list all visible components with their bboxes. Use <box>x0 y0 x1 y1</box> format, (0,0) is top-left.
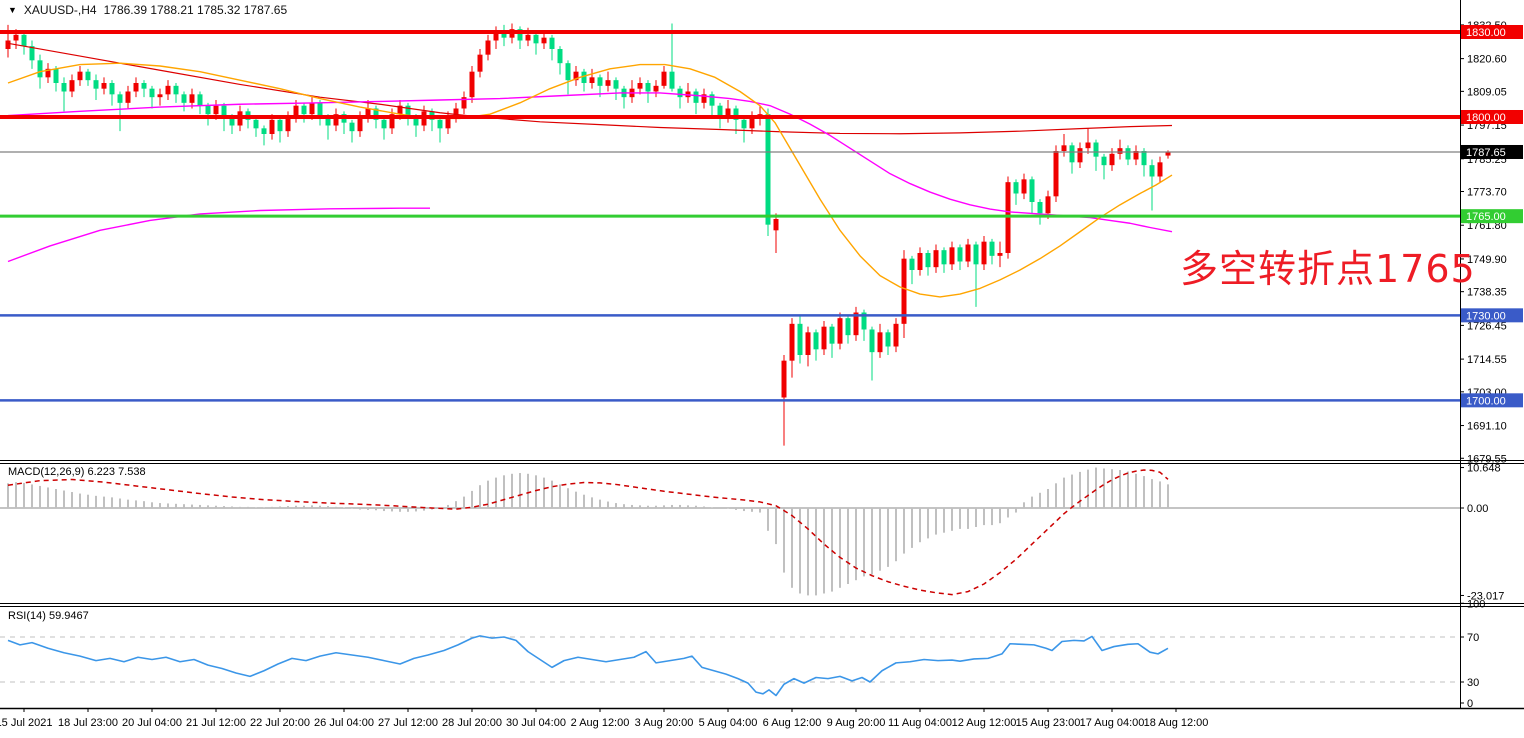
time-tick-label: 22 Jul 20:00 <box>250 717 310 729</box>
macd-tick-label: 10.648 <box>1467 463 1501 475</box>
price-axis[interactable]: 1832.501820.601809.051797.151785.251773.… <box>1460 20 1507 465</box>
time-tick-label: 21 Jul 12:00 <box>186 717 246 729</box>
candles-layer <box>5 23 1171 446</box>
price-badge-1830.00: 1830.00 <box>1461 25 1523 39</box>
ma-orange-line <box>7 62 1173 298</box>
macd-values: 6.223 7.538 <box>87 466 146 478</box>
price-badge-1765.00: 1765.00 <box>1461 209 1523 224</box>
rsi-axis[interactable]: 100 70 30 0 <box>1460 598 1485 710</box>
price-tick-label: 1679.55 <box>1467 453 1507 465</box>
svg-text:1700.00: 1700.00 <box>1466 395 1506 407</box>
time-tick-label: 3 Aug 20:00 <box>635 717 694 729</box>
time-tick-label: 18 Jul 23:00 <box>58 717 118 729</box>
time-tick-label: 12 Aug 12:00 <box>952 717 1017 729</box>
price-tick-label: 1809.05 <box>1467 86 1507 98</box>
symbol-period: XAUUSD-,H4 <box>23 3 97 17</box>
price-tick-label: 1749.90 <box>1467 254 1507 266</box>
macd-indicator-label: MACD(12,26,9) 6.223 7.538 <box>8 466 146 478</box>
time-axis[interactable]: 15 Jul 2021 18 Jul 23:00 20 Jul 04:00 21 Ju… <box>0 708 1208 729</box>
time-tick-label: 11 Aug 04:00 <box>888 717 952 729</box>
time-tick-label: 9 Aug 20:00 <box>827 717 886 729</box>
price-badge-1730.00: 1730.00 <box>1461 308 1523 323</box>
ohlc-values: 1786.39 1788.21 1785.32 1787.65 <box>103 3 288 17</box>
price-badge-1800.00: 1800.00 <box>1461 109 1523 124</box>
macd-histogram <box>7 467 1169 596</box>
price-badge-1700.00: 1700.00 <box>1461 393 1523 408</box>
svg-text:1730.00: 1730.00 <box>1466 310 1506 322</box>
svg-text:1787.65: 1787.65 <box>1466 147 1506 159</box>
price-tick-label: 1738.35 <box>1467 287 1507 299</box>
rsi-tick-label: 0 <box>1467 698 1473 710</box>
time-tick-label: 18 Aug 12:00 <box>1144 717 1209 729</box>
rsi-tick-label: 100 <box>1467 598 1485 610</box>
time-tick-label: 6 Aug 12:00 <box>763 717 822 729</box>
macd-tick-label: -23.017 <box>1467 590 1504 602</box>
ma-red-line <box>7 42 1173 135</box>
current-price-badge: 1787.65 <box>1461 144 1523 159</box>
svg-text:1800.00: 1800.00 <box>1466 112 1506 124</box>
time-tick-label: 5 Aug 04:00 <box>699 717 758 729</box>
price-tick-label: 1820.60 <box>1467 54 1507 66</box>
price-tick-label: 1761.80 <box>1467 220 1507 232</box>
time-tick-label: 20 Jul 04:00 <box>122 717 182 729</box>
time-tick-label: 30 Jul 04:00 <box>506 717 566 729</box>
macd-tick-label: 0.00 <box>1467 503 1488 515</box>
ma-magenta-line <box>7 92 1173 233</box>
time-tick-label: 15 Jul 2021 <box>0 717 52 729</box>
rsi-level-lines <box>0 636 1460 683</box>
time-tick-label: 17 Aug 04:00 <box>1080 717 1145 729</box>
rsi-line <box>7 635 1169 697</box>
rsi-tick-label: 30 <box>1467 677 1479 689</box>
price-tick-label: 1726.45 <box>1467 320 1507 332</box>
chart-title: ▼ XAUUSD-,H4 1786.39 1788.21 1785.32 178… <box>8 3 287 17</box>
time-tick-label: 15 Aug 23:00 <box>1016 717 1081 729</box>
macd-signal-line <box>7 469 1169 596</box>
time-tick-label: 26 Jul 04:00 <box>314 717 374 729</box>
time-tick-label: 28 Jul 20:00 <box>442 717 502 729</box>
svg-text:1830.00: 1830.00 <box>1466 27 1506 39</box>
price-tick-label: 1691.10 <box>1467 421 1507 433</box>
chevron-down-icon[interactable]: ▼ <box>8 4 17 15</box>
price-tick-label: 1773.70 <box>1467 187 1507 199</box>
rsi-indicator-label: RSI(14) 59.9467 <box>8 610 89 622</box>
macd-name: MACD(12,26,9) <box>8 466 85 478</box>
time-tick-label: 27 Jul 12:00 <box>378 717 438 729</box>
svg-text:1765.00: 1765.00 <box>1466 211 1506 223</box>
ma-magenta-long-line <box>7 207 430 263</box>
price-tick-label: 1714.55 <box>1467 354 1507 366</box>
annotation-text: 多空转折点1765 <box>1180 247 1476 291</box>
macd-axis[interactable]: 10.648 0.00 -23.017 <box>1460 463 1504 603</box>
time-tick-label: 2 Aug 12:00 <box>571 717 630 729</box>
panel-borders <box>0 0 1524 710</box>
rsi-name: RSI(14) <box>8 610 46 622</box>
rsi-values: 59.9467 <box>48 610 89 622</box>
rsi-tick-label: 70 <box>1467 632 1479 644</box>
